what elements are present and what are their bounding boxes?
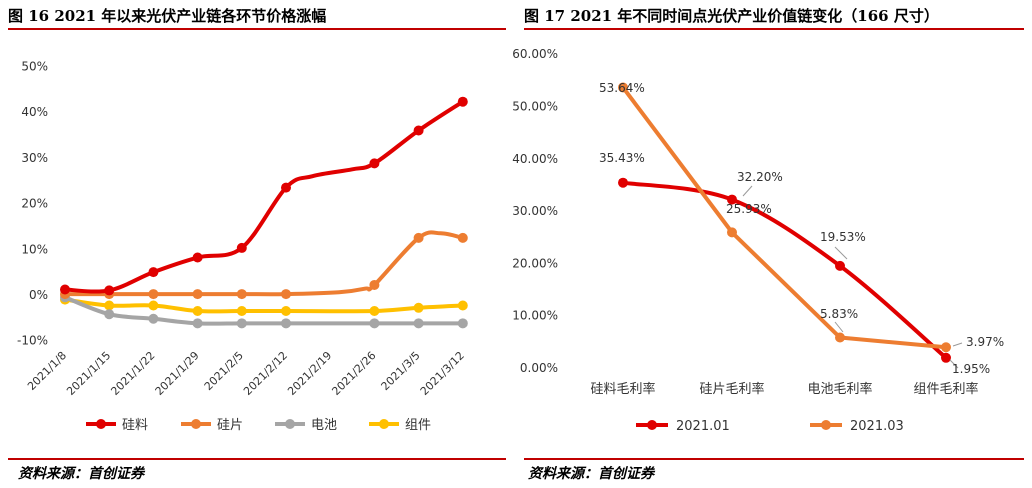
data-label: 32.20% bbox=[737, 170, 783, 184]
label-leader-line bbox=[834, 321, 844, 333]
y-tick-label: 30.00% bbox=[512, 204, 558, 218]
legend-marker bbox=[96, 419, 106, 429]
y-tick-label: 20.00% bbox=[512, 256, 558, 270]
series-line-2021.03 bbox=[621, 85, 948, 350]
y-tick-label: -10% bbox=[17, 334, 48, 348]
data-point bbox=[727, 227, 737, 238]
legend-marker bbox=[191, 419, 201, 429]
data-point bbox=[835, 260, 845, 271]
data-point bbox=[457, 300, 468, 311]
data-label: 53.64% bbox=[599, 81, 645, 95]
y-tick-label: 30% bbox=[21, 151, 48, 165]
data-point bbox=[148, 267, 159, 278]
legend-label: 硅片 bbox=[217, 418, 243, 433]
data-point bbox=[369, 305, 380, 316]
data-point bbox=[413, 232, 424, 243]
data-label: 5.83% bbox=[820, 307, 858, 321]
data-point bbox=[60, 284, 70, 295]
data-point bbox=[457, 318, 468, 329]
left-source-rule bbox=[8, 458, 506, 460]
data-label: 19.53% bbox=[820, 230, 866, 244]
data-point bbox=[281, 305, 291, 316]
y-tick-label: 40.00% bbox=[512, 152, 558, 166]
right-title-rule bbox=[524, 28, 1024, 30]
y-tick-label: 10% bbox=[21, 242, 48, 256]
data-point bbox=[104, 309, 115, 320]
y-tick-label: 50% bbox=[21, 60, 48, 74]
legend-label: 硅料 bbox=[122, 418, 148, 433]
data-point bbox=[413, 318, 424, 329]
data-point bbox=[281, 318, 291, 329]
right-source-note: 资料来源：首创证券 bbox=[528, 466, 654, 482]
data-point bbox=[413, 302, 424, 313]
legend-label: 组件 bbox=[405, 418, 431, 433]
data-point bbox=[192, 318, 203, 329]
legend-marker bbox=[647, 420, 657, 430]
data-point bbox=[192, 252, 203, 263]
left-chart-title: 图 16 2021 年以来光伏产业链各环节价格涨幅 bbox=[8, 7, 327, 25]
data-point bbox=[369, 318, 380, 329]
data-point bbox=[192, 305, 203, 316]
price-change-chart: 50%40%30%20%10%0%-10%2021/1/82021/1/1520… bbox=[17, 60, 468, 433]
right-source-rule bbox=[524, 458, 1024, 460]
x-category-label: 硅片毛利率 bbox=[699, 381, 764, 397]
data-point bbox=[618, 82, 628, 93]
right-chart-title: 图 17 2021 年不同时间点光伏产业价值链变化（166 尺寸） bbox=[524, 7, 939, 25]
label-leader-line bbox=[834, 246, 848, 260]
legend-marker bbox=[821, 420, 831, 430]
data-point bbox=[104, 285, 115, 296]
data-point bbox=[148, 313, 159, 324]
data-point bbox=[148, 289, 159, 300]
legend-label: 2021.01 bbox=[676, 419, 730, 434]
x-category-label: 组件毛利率 bbox=[913, 381, 978, 397]
data-point bbox=[281, 182, 291, 193]
y-tick-label: 0.00% bbox=[520, 361, 558, 375]
data-point bbox=[457, 96, 468, 107]
y-tick-label: 60.00% bbox=[512, 47, 558, 61]
data-point bbox=[148, 300, 159, 311]
legend-marker bbox=[379, 419, 389, 429]
data-point bbox=[236, 289, 247, 300]
data-label: 35.43% bbox=[599, 151, 645, 165]
data-label: 3.97% bbox=[966, 335, 1004, 349]
data-point bbox=[457, 232, 468, 243]
series-line-2021.01 bbox=[621, 180, 948, 360]
left-title-rule bbox=[8, 28, 506, 30]
left-source-note: 资料来源：首创证券 bbox=[18, 466, 144, 482]
data-point bbox=[281, 289, 291, 300]
y-tick-label: 0% bbox=[29, 288, 48, 302]
data-point bbox=[413, 125, 424, 136]
data-point bbox=[236, 305, 247, 316]
label-leader-line bbox=[949, 359, 959, 369]
y-tick-label: 20% bbox=[21, 197, 48, 211]
legend-marker bbox=[285, 419, 295, 429]
data-point bbox=[727, 194, 737, 205]
data-point bbox=[369, 158, 380, 169]
y-tick-label: 40% bbox=[21, 105, 48, 119]
data-label: 1.95% bbox=[952, 362, 990, 376]
data-point bbox=[236, 242, 247, 253]
legend-label: 2021.03 bbox=[850, 419, 904, 434]
data-point bbox=[941, 352, 951, 363]
data-point bbox=[236, 318, 247, 329]
x-category-label: 电池毛利率 bbox=[807, 381, 872, 397]
data-label: 25.93% bbox=[726, 202, 772, 216]
data-point bbox=[104, 300, 115, 311]
legend-label: 电池 bbox=[311, 418, 337, 433]
label-leader-line bbox=[742, 185, 753, 197]
x-category-label: 硅料毛利率 bbox=[590, 381, 655, 397]
data-point bbox=[941, 342, 951, 353]
data-point bbox=[835, 332, 845, 343]
y-tick-label: 50.00% bbox=[512, 100, 558, 114]
data-point bbox=[369, 279, 380, 290]
data-point bbox=[618, 177, 628, 188]
data-point bbox=[192, 289, 203, 300]
y-tick-label: 10.00% bbox=[512, 309, 558, 323]
label-leader-line bbox=[952, 342, 963, 347]
